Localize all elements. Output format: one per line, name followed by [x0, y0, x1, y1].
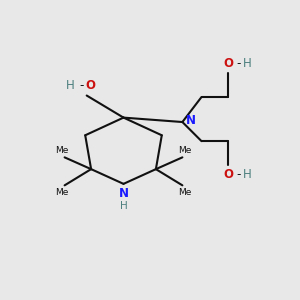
Text: Me: Me — [178, 188, 191, 197]
Text: O: O — [223, 168, 233, 181]
Text: Me: Me — [178, 146, 191, 155]
Text: N: N — [118, 188, 128, 200]
Text: H: H — [120, 201, 128, 211]
Text: Me: Me — [56, 188, 69, 197]
Text: Me: Me — [56, 146, 69, 155]
Text: N: N — [186, 114, 196, 127]
Text: -: - — [79, 79, 84, 92]
Text: -: - — [236, 58, 241, 70]
Text: -: - — [236, 168, 241, 181]
Text: O: O — [85, 79, 95, 92]
Text: O: O — [223, 58, 233, 70]
Text: H: H — [243, 168, 251, 181]
Text: H: H — [243, 58, 251, 70]
Text: H: H — [66, 79, 75, 92]
